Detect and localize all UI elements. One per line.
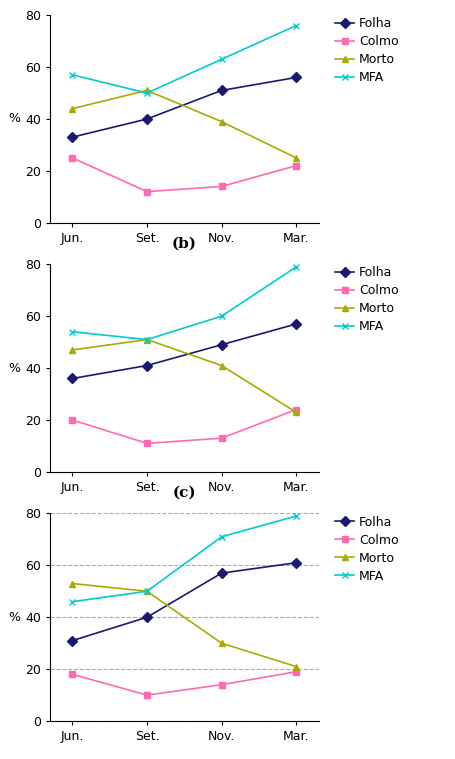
Line: Morto: Morto bbox=[69, 87, 299, 162]
MFA bbox=[219, 532, 224, 541]
MFA bbox=[219, 55, 224, 64]
Morto bbox=[219, 638, 224, 647]
Folha bbox=[70, 133, 75, 142]
Morto bbox=[70, 104, 75, 113]
MFA bbox=[293, 263, 299, 272]
Morto bbox=[144, 335, 150, 344]
Folha bbox=[70, 374, 75, 383]
Line: Morto: Morto bbox=[69, 580, 299, 670]
Line: Morto: Morto bbox=[69, 336, 299, 416]
Morto bbox=[293, 153, 299, 162]
MFA bbox=[144, 587, 150, 596]
Folha bbox=[219, 568, 224, 578]
Text: (c): (c) bbox=[172, 486, 196, 499]
Line: Colmo: Colmo bbox=[69, 668, 299, 698]
MFA bbox=[144, 89, 150, 98]
MFA bbox=[70, 71, 75, 80]
Line: MFA: MFA bbox=[69, 22, 299, 96]
Morto bbox=[293, 662, 299, 671]
Morto bbox=[144, 86, 150, 95]
Morto bbox=[70, 579, 75, 588]
Colmo bbox=[144, 187, 150, 197]
Colmo bbox=[144, 439, 150, 448]
Line: MFA: MFA bbox=[69, 512, 299, 605]
Folha bbox=[144, 613, 150, 622]
Colmo bbox=[293, 405, 299, 414]
Folha bbox=[70, 636, 75, 645]
Folha bbox=[144, 361, 150, 370]
MFA bbox=[293, 512, 299, 521]
Morto bbox=[293, 408, 299, 417]
Line: Folha: Folha bbox=[69, 74, 299, 140]
Y-axis label: %: % bbox=[8, 611, 20, 624]
Colmo bbox=[70, 153, 75, 162]
Folha bbox=[219, 86, 224, 95]
Colmo bbox=[219, 680, 224, 689]
Colmo bbox=[219, 182, 224, 191]
Line: Colmo: Colmo bbox=[69, 406, 299, 447]
Folha bbox=[293, 558, 299, 567]
Text: (b): (b) bbox=[172, 237, 197, 250]
MFA bbox=[293, 21, 299, 30]
Colmo bbox=[293, 667, 299, 676]
MFA bbox=[144, 335, 150, 344]
Morto bbox=[219, 117, 224, 126]
MFA bbox=[219, 312, 224, 321]
Morto bbox=[70, 345, 75, 354]
Colmo bbox=[293, 161, 299, 170]
Folha bbox=[293, 320, 299, 329]
MFA bbox=[70, 327, 75, 336]
Y-axis label: %: % bbox=[8, 112, 20, 125]
Line: Folha: Folha bbox=[69, 559, 299, 644]
Colmo bbox=[144, 691, 150, 700]
Line: Folha: Folha bbox=[69, 320, 299, 382]
MFA bbox=[70, 597, 75, 606]
Morto bbox=[219, 361, 224, 370]
Line: MFA: MFA bbox=[69, 263, 299, 343]
Folha bbox=[293, 73, 299, 82]
Line: Colmo: Colmo bbox=[69, 154, 299, 195]
Folha bbox=[219, 340, 224, 349]
Legend: Folha, Colmo, Morto, MFA: Folha, Colmo, Morto, MFA bbox=[335, 17, 399, 84]
Colmo bbox=[70, 669, 75, 679]
Folha bbox=[144, 115, 150, 124]
Legend: Folha, Colmo, Morto, MFA: Folha, Colmo, Morto, MFA bbox=[335, 266, 399, 333]
Legend: Folha, Colmo, Morto, MFA: Folha, Colmo, Morto, MFA bbox=[335, 515, 399, 583]
Morto bbox=[144, 587, 150, 596]
Colmo bbox=[70, 415, 75, 424]
Y-axis label: %: % bbox=[8, 361, 20, 375]
Colmo bbox=[219, 433, 224, 442]
